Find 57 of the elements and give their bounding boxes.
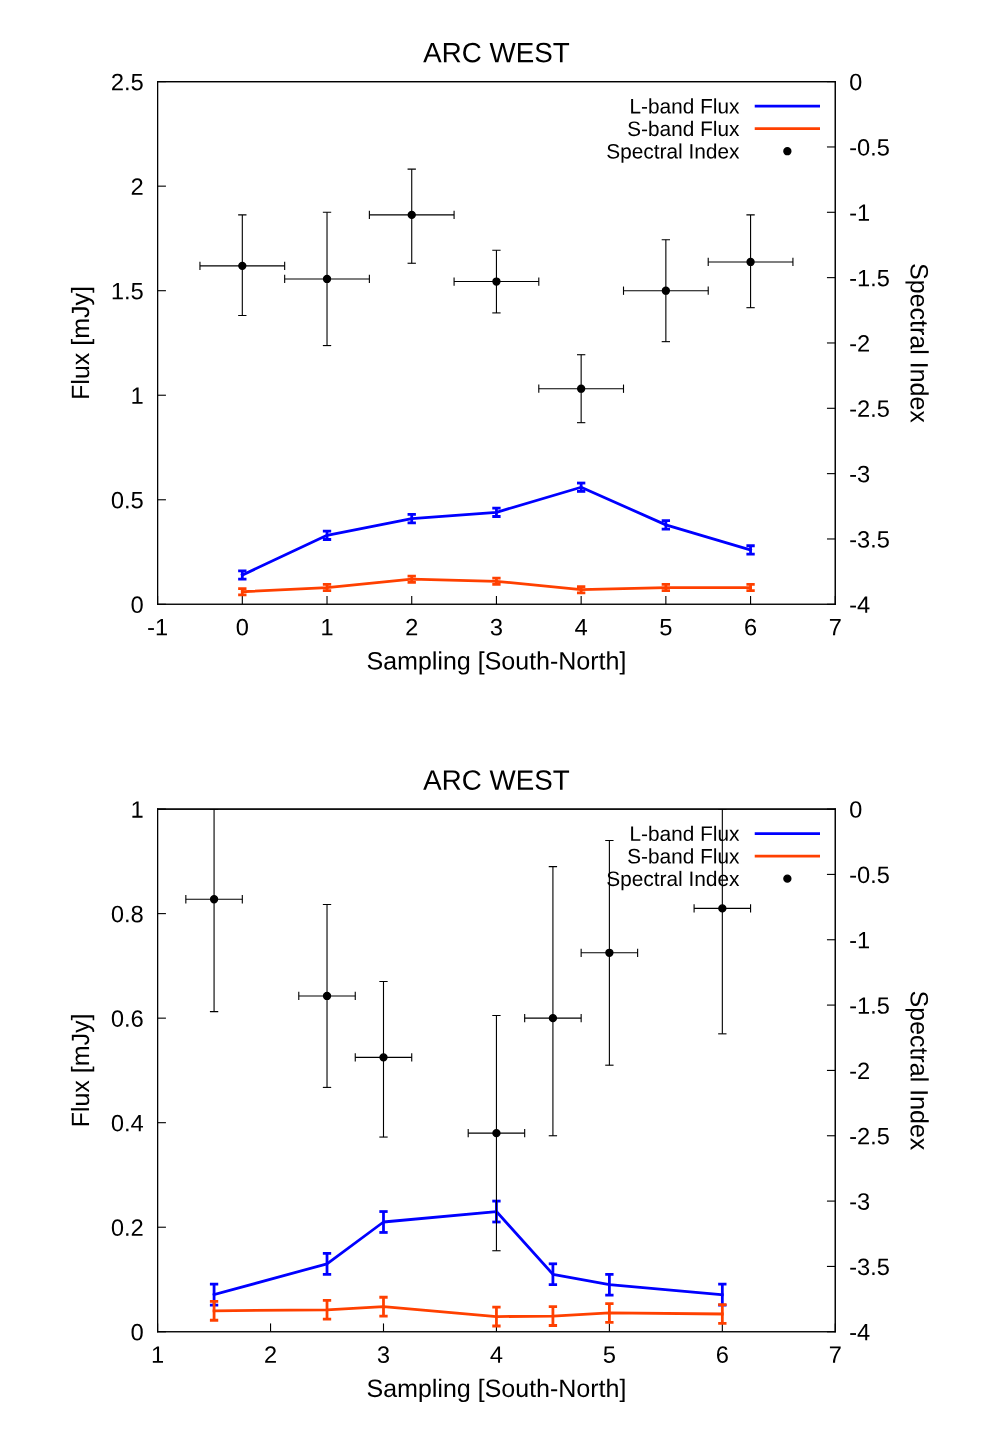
y-tick-label: 0	[131, 1323, 143, 1341]
y2-tick-label: -2	[850, 335, 869, 352]
y-tick-label: 0.4	[111, 1114, 144, 1132]
x-tick-label: 1	[322, 619, 333, 636]
y2-tick-label: -0.5	[850, 139, 889, 156]
y-tick-label: 1.5	[112, 283, 143, 300]
y-axis-title: Flux [mJy]	[70, 1015, 95, 1126]
y-axis-title: Flux [mJy]	[70, 287, 95, 398]
y-tick-label: 1	[132, 387, 143, 404]
legend-label: S-band Flux	[628, 120, 740, 137]
y2-tick-label: 0	[850, 73, 862, 91]
x-axis-title: Sampling [South-North]	[367, 1378, 625, 1403]
y-tick-label: 0.8	[111, 905, 143, 923]
y2-tick-label: 0	[850, 801, 862, 818]
y2-axis-title: Spectral Index	[905, 264, 929, 423]
x-tick-label: 6	[745, 618, 757, 636]
x-tick-label: -1	[148, 619, 167, 636]
x-tick-label: 1	[152, 1346, 164, 1363]
x-tick-label: 7	[829, 619, 841, 636]
x-tick-label: 6	[716, 1346, 728, 1363]
x-axis-title: Sampling [South-North]	[367, 651, 625, 675]
y2-tick-label: -1.5	[850, 997, 889, 1014]
chart-title: ARC WEST	[423, 770, 570, 790]
y2-tick-label: -2.5	[850, 1127, 889, 1145]
legend-label: L-band Flux	[631, 98, 740, 114]
y2-axis-title: Spectral Index	[905, 991, 929, 1151]
y2-tick-label: -4	[850, 1324, 870, 1341]
x-tick-label: 4	[490, 1346, 503, 1363]
chart-title: ARC WEST	[423, 42, 570, 63]
y-tick-label: 0.6	[111, 1010, 143, 1027]
y2-tick-label: -1.5	[850, 269, 889, 287]
x-tick-label: 7	[829, 1346, 841, 1363]
y2-tick-label: -0.5	[850, 866, 889, 884]
y2-tick-label: -4	[850, 596, 870, 613]
x-tick-label: 3	[377, 1346, 390, 1363]
x-tick-label: 2	[406, 618, 418, 636]
y2-tick-label: -3.5	[850, 1258, 889, 1276]
x-tick-label: 2	[265, 1346, 276, 1363]
y2-tick-label: -3.5	[850, 531, 889, 548]
y2-tick-label: -1	[850, 932, 870, 949]
x-tick-label: 0	[236, 618, 248, 636]
x-tick-label: 5	[660, 619, 672, 636]
y2-tick-label: -2.5	[850, 400, 889, 418]
y-tick-label: 2	[131, 178, 143, 195]
y2-tick-label: -3	[850, 1193, 870, 1210]
y-tick-label: 2.5	[112, 73, 143, 91]
x-tick-label: 3	[490, 618, 502, 636]
y2-tick-label: -3	[850, 465, 870, 483]
x-tick-label: 5	[603, 1346, 615, 1363]
y-tick-label: 1	[132, 801, 143, 818]
y2-tick-label: -1	[850, 204, 870, 221]
x-tick-label: 4	[575, 619, 588, 636]
y-tick-label: 0.5	[111, 491, 143, 509]
y-tick-label: 0.2	[111, 1219, 143, 1237]
legend-label: Spectral Index	[607, 143, 740, 163]
y-tick-label: 0	[131, 596, 143, 614]
y2-tick-label: -2	[850, 1062, 869, 1079]
